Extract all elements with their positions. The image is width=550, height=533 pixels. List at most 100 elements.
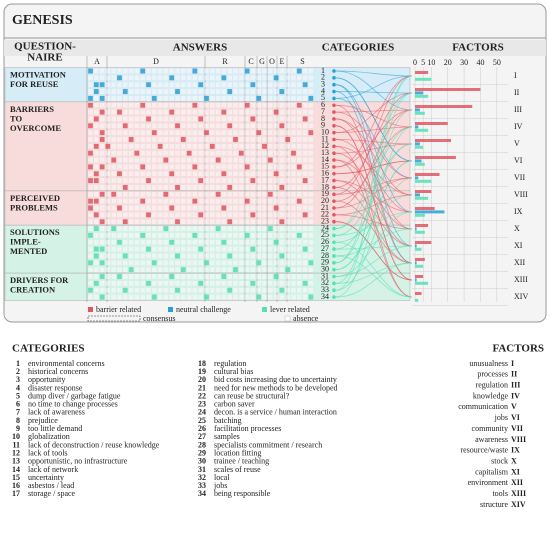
answer-cell: [151, 225, 157, 232]
answer-cell: [140, 246, 146, 252]
answer-cell: [267, 129, 273, 136]
factor-label: III: [514, 105, 522, 114]
list-numeral: X: [511, 456, 517, 465]
answer-cell: [180, 239, 186, 245]
answer-cell: [227, 75, 233, 81]
answer-cell: [169, 260, 175, 266]
answer-cell: [285, 273, 291, 280]
answer-cell: [209, 212, 215, 218]
answer-cell: [209, 75, 215, 81]
answer-cell: [209, 143, 215, 150]
link: [335, 92, 413, 284]
list-item: jobs: [213, 481, 227, 490]
answer-cell: [157, 75, 163, 81]
answer-cell: [273, 225, 279, 232]
answer-cell: [232, 232, 239, 239]
answer-cell: [145, 68, 152, 74]
answer-cell: [203, 205, 210, 211]
answer-cell: [169, 225, 175, 232]
answer-cell: [290, 81, 297, 88]
list-number: 2: [16, 367, 20, 376]
answer-cell: [151, 136, 157, 143]
answer-cell: [192, 123, 198, 129]
answer-cell: [157, 150, 163, 156]
answer-cell: [296, 75, 302, 81]
answer-cell: [302, 260, 308, 266]
answer-cell: [163, 253, 169, 259]
category-number: 9: [321, 121, 325, 130]
answer-cell: [174, 143, 181, 150]
answer-cell: [215, 260, 221, 266]
answer-cell: [145, 225, 152, 232]
answer-cell: [290, 95, 297, 102]
category-number: 25: [321, 230, 329, 239]
answer-cell: [308, 123, 314, 129]
answer-cell: [308, 157, 314, 163]
answer-cell: [151, 150, 157, 156]
answer-cell: [145, 123, 152, 129]
answer-cell: [192, 212, 198, 218]
list-item: capitalism: [475, 467, 509, 476]
answer-cell: [273, 191, 279, 198]
factor-label: XII: [514, 258, 525, 267]
category-dot: [332, 137, 336, 142]
answer-cell: [145, 95, 152, 102]
answer-cell: [122, 95, 128, 102]
answer-cell: [221, 136, 227, 143]
answer-cell: [180, 260, 186, 266]
answer-cell: [87, 232, 94, 239]
answer-cell: [174, 287, 181, 293]
factor-label: II: [514, 88, 520, 97]
answer-cell: [308, 81, 314, 88]
answer-cell: [232, 294, 239, 300]
answer-cell: [180, 150, 186, 156]
answer-cell: [244, 88, 250, 95]
answer-cell: [122, 150, 128, 156]
answer-cell: [261, 109, 268, 115]
answer-cell: [163, 88, 169, 95]
answer-cell: [134, 294, 140, 300]
answer-cell: [174, 109, 181, 115]
answer-cell: [93, 116, 99, 122]
answer-cell: [105, 150, 111, 156]
answer-cell: [279, 246, 285, 252]
answer-cell: [140, 75, 146, 81]
answer-cell: [290, 294, 297, 300]
answer-cell: [180, 205, 186, 211]
answer-cell: [186, 184, 192, 191]
answer-cell: [227, 266, 233, 273]
answer-cell: [186, 294, 192, 300]
answer-cell: [99, 253, 105, 259]
answer-cell: [111, 68, 117, 74]
answer-cell: [99, 81, 105, 88]
bar: [415, 210, 445, 214]
answer-cell: [250, 205, 256, 211]
list-item: globalization: [28, 432, 70, 441]
answer-cell: [267, 170, 273, 177]
answer-cell: [93, 225, 99, 232]
answer-cell: [302, 246, 308, 252]
answer-cell: [261, 246, 268, 252]
answer-cell: [308, 294, 314, 300]
list-numeral: II: [511, 370, 517, 379]
category-number: 20: [321, 196, 329, 205]
answer-cell: [174, 273, 181, 280]
answer-cell: [134, 205, 140, 211]
answer-cell: [128, 150, 134, 156]
answer-cell: [285, 75, 291, 81]
answer-cell: [87, 68, 94, 74]
bar: [415, 91, 424, 95]
list-numeral: V: [511, 402, 517, 411]
answer-cell: [273, 88, 279, 95]
answer-cell: [232, 287, 239, 293]
answer-cell: [192, 287, 198, 293]
answer-cell: [215, 136, 221, 143]
answer-cell: [93, 184, 99, 191]
answer-cell: [99, 136, 105, 143]
answer-cell: [105, 68, 111, 74]
answer-cell: [221, 260, 227, 266]
answer-cell: [111, 198, 117, 204]
answer-cell: [180, 177, 186, 184]
answer-cell: [140, 232, 146, 239]
list-item: storage / space: [28, 489, 76, 498]
